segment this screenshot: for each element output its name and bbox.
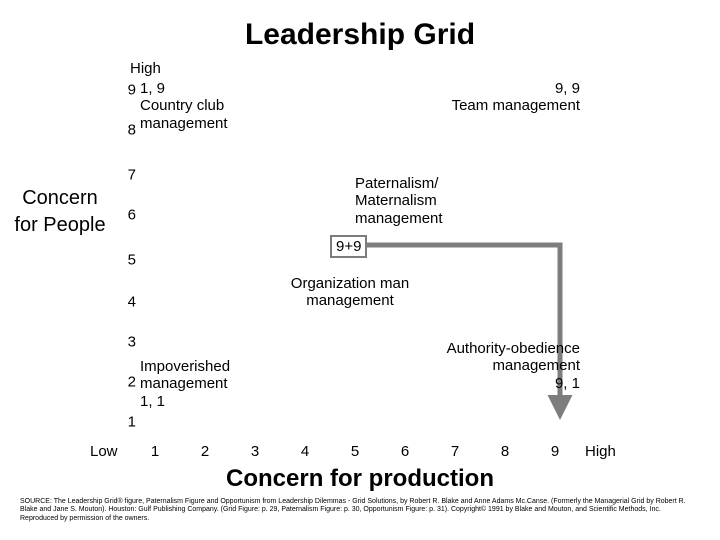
label-impoverished: Impoverished management <box>140 358 290 393</box>
xtick: 2 <box>201 443 209 460</box>
low-label-y: Low <box>90 443 118 460</box>
ytick: 7 <box>118 167 136 184</box>
xtick: 8 <box>501 443 509 460</box>
coord-1-9: 1, 9 <box>140 80 290 97</box>
nine-plus-nine-box: 9+9 <box>330 235 367 258</box>
quadrant-paternalism: Paternalism/ Maternalism management <box>355 175 515 227</box>
coord-9-1: 9, 1 <box>440 375 580 392</box>
xtick: 4 <box>301 443 309 460</box>
ytick: 2 <box>118 374 136 391</box>
y-axis-title-text: Concern for People <box>10 185 110 239</box>
xtick: 6 <box>401 443 409 460</box>
label-country-club: Country club management <box>140 97 290 132</box>
x-axis-title: Concern for production <box>0 465 720 493</box>
source-citation: SOURCE: The Leadership Grid® figure, Pat… <box>20 498 700 523</box>
page-title: Leadership Grid <box>0 18 720 52</box>
quadrant-top-right: 9, 9 Team management <box>440 80 580 115</box>
xtick: 1 <box>151 443 159 460</box>
ytick: 9 <box>118 82 136 99</box>
quadrant-center: Organization man management <box>255 275 445 310</box>
quadrant-bottom-right: Authority-obedience management 9, 1 <box>440 340 580 392</box>
xtick: 5 <box>351 443 359 460</box>
grid-chart: 9 8 7 6 5 4 3 2 1 1 2 3 4 5 6 7 8 9 1, 9… <box>140 80 570 440</box>
ytick: 3 <box>118 334 136 351</box>
ytick: 8 <box>118 122 136 139</box>
quadrant-bottom-left: Impoverished management 1, 1 <box>140 358 290 410</box>
label-org-man: Organization man management <box>255 275 445 310</box>
ytick: 5 <box>118 252 136 269</box>
coord-1-1: 1, 1 <box>140 393 290 410</box>
ytick: 6 <box>118 207 136 224</box>
label-paternalism: Paternalism/ Maternalism management <box>355 175 515 227</box>
ytick: 1 <box>118 414 136 431</box>
quadrant-top-left: 1, 9 Country club management <box>140 80 290 132</box>
xtick: 9 <box>551 443 559 460</box>
high-label-x: High <box>585 443 616 460</box>
y-axis-title: Concern for People <box>10 185 110 239</box>
xtick: 7 <box>451 443 459 460</box>
coord-9-9: 9, 9 <box>440 80 580 97</box>
label-authority: Authority-obedience management <box>440 340 580 375</box>
ytick: 4 <box>118 294 136 311</box>
high-label-top: High <box>130 60 161 77</box>
label-team: Team management <box>440 97 580 114</box>
xtick: 3 <box>251 443 259 460</box>
